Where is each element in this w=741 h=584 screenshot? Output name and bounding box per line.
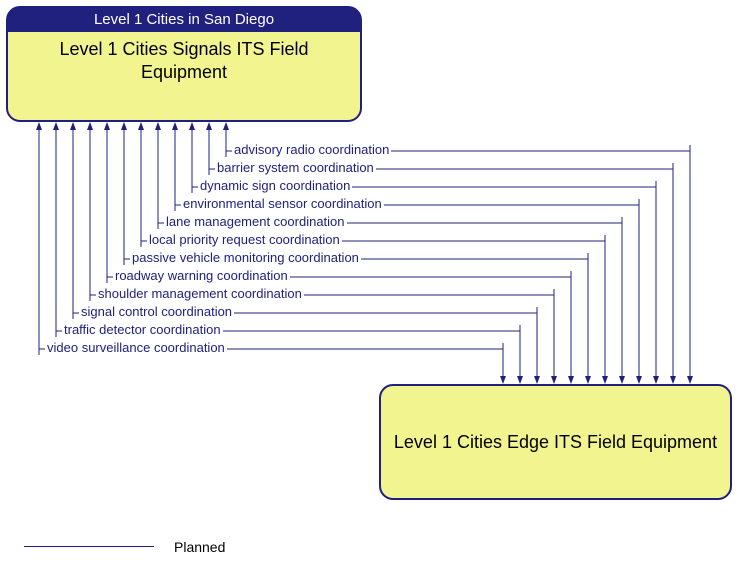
flow-label: passive vehicle monitoring coordination <box>132 251 359 264</box>
node-target-title: Level 1 Cities Edge ITS Field Equipment <box>381 386 730 498</box>
flow-label: barrier system coordination <box>217 161 374 174</box>
flow-label: roadway warning coordination <box>115 269 288 282</box>
flow-label: traffic detector coordination <box>64 323 221 336</box>
flow-label: signal control coordination <box>81 305 232 318</box>
legend-planned-label: Planned <box>174 539 225 555</box>
legend-planned-line <box>24 546 154 547</box>
flow-label: shoulder management coordination <box>98 287 302 300</box>
flow-label: dynamic sign coordination <box>200 179 350 192</box>
flow-label: video surveillance coordination <box>47 341 225 354</box>
flow-label: local priority request coordination <box>149 233 340 246</box>
flow-label: advisory radio coordination <box>234 143 389 156</box>
node-source: Level 1 Cities in San Diego Level 1 Citi… <box>6 6 362 122</box>
node-source-header: Level 1 Cities in San Diego <box>8 8 360 32</box>
node-target: Level 1 Cities Edge ITS Field Equipment <box>379 384 732 500</box>
node-source-title: Level 1 Cities Signals ITS Field Equipme… <box>8 32 360 93</box>
flow-label: environmental sensor coordination <box>183 197 382 210</box>
flow-label: lane management coordination <box>166 215 345 228</box>
